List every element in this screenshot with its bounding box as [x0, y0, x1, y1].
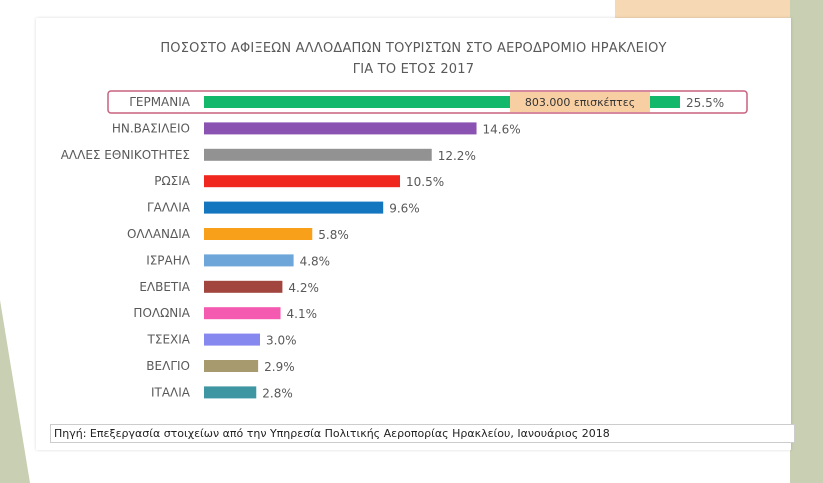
- chart-title: ΠΟΣΟΣΤΟ ΑΦΙΞΕΩΝ ΑΛΛΟΔΑΠΩΝ ΤΟΥΡΙΣΤΩΝ ΣΤΟ …: [160, 41, 667, 56]
- category-label: ΙΤΑΛΙΑ: [151, 385, 191, 399]
- bar: [204, 254, 294, 267]
- bar: [204, 228, 313, 240]
- value-label: 4.1%: [287, 307, 318, 321]
- category-label: ΓΕΡΜΑΝΙΑ: [129, 95, 191, 109]
- chart-title-block: ΠΟΣΟΣΤΟ ΑΦΙΞΕΩΝ ΑΛΛΟΔΑΠΩΝ ΤΟΥΡΙΣΤΩΝ ΣΤΟ …: [36, 38, 791, 80]
- category-label: ΙΣΡΑΗΛ: [146, 253, 191, 267]
- value-label: 2.9%: [264, 360, 295, 374]
- value-label: 4.8%: [300, 254, 331, 268]
- bar: [204, 148, 432, 161]
- category-label: ΤΣΕΧΙΑ: [147, 333, 191, 347]
- bar: [204, 122, 477, 135]
- bar-chart: ΓΕΡΜΑΝΙΑ 25.5% 803.000 επισκέπτες ΗΝ.ΒΑΣΙΛΕ…: [61, 90, 748, 400]
- bar: [204, 360, 259, 372]
- bar: [204, 201, 384, 214]
- category-label: ΕΛΒΕΤΙΑ: [139, 280, 190, 294]
- category-label: ΒΕΛΓΙΟ: [146, 359, 190, 373]
- annotation-box: [510, 92, 650, 112]
- value-label: 12.2%: [438, 149, 476, 163]
- bar: [204, 175, 400, 188]
- value-label: 14.6%: [483, 122, 521, 136]
- decorative-top-band: [615, 0, 823, 22]
- bar: [204, 307, 281, 320]
- annotation-label: 803.000 επισκέπτες: [525, 96, 635, 109]
- category-label: ΠΟΛΩΝΙΑ: [133, 306, 190, 320]
- bar: [204, 280, 283, 293]
- decorative-right-band: [790, 0, 823, 483]
- chart-panel: ΠΟΣΟΣΤΟ ΑΦΙΞΕΩΝ ΑΛΛΟΔΑΠΩΝ ΤΟΥΡΙΣΤΩΝ ΣΤΟ …: [36, 18, 791, 450]
- value-label: 4.2%: [288, 281, 319, 295]
- value-label: 2.8%: [262, 386, 293, 400]
- value-label: 5.8%: [318, 228, 349, 242]
- bar: [204, 333, 260, 346]
- chart-subtitle: ΓΙΑ ΤΟ ΕΤΟΣ 2017: [352, 62, 475, 77]
- decorative-left-wedge: [0, 300, 30, 483]
- value-label: 25.5%: [686, 96, 724, 110]
- category-label: ΑΛΛΕΣ ΕΘΝΙΚΟΤΗΤΕΣ: [61, 148, 190, 162]
- highlight-frame: [107, 90, 748, 114]
- value-label: 10.5%: [406, 175, 444, 189]
- category-label: ΡΩΣΙΑ: [154, 174, 191, 188]
- category-label: ΓΑΛΛΙΑ: [147, 201, 191, 215]
- category-label: ΗΝ.ΒΑΣΙΛΕΙΟ: [112, 121, 190, 135]
- category-label: ΟΛΛΑΝΔΙΑ: [127, 227, 191, 241]
- bar: [204, 386, 257, 399]
- source-note: Πηγή: Επεξεργασία στοιχείων από την Υπηρ…: [50, 424, 795, 443]
- value-label: 3.0%: [266, 334, 297, 348]
- value-label: 9.6%: [389, 202, 420, 216]
